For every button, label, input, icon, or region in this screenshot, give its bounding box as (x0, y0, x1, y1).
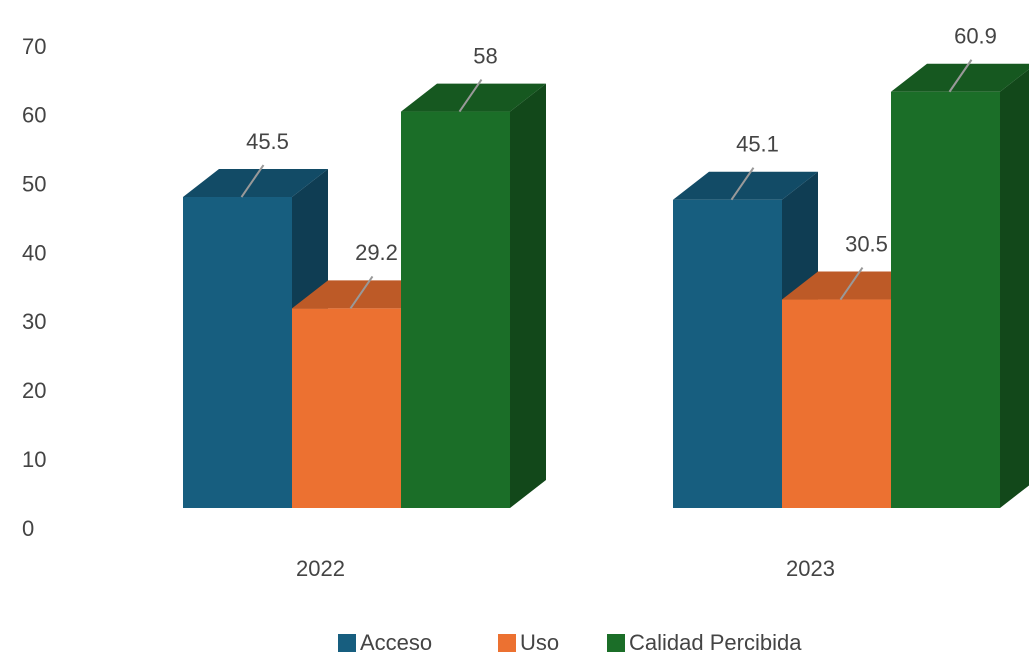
x-tick-label: 2022 (296, 556, 345, 581)
legend-swatch (338, 634, 356, 652)
y-tick-label: 60 (22, 103, 46, 128)
legend-swatch (498, 634, 516, 652)
data-label: 29.2 (355, 240, 398, 265)
data-label: 60.9 (954, 24, 997, 49)
bar-top (292, 280, 437, 309)
legend-swatch (607, 634, 625, 652)
bar (183, 197, 292, 508)
legend-label: Acceso (360, 630, 432, 655)
y-tick-label: 20 (22, 378, 46, 403)
bar-side (510, 83, 546, 508)
bar (891, 91, 1000, 508)
leader-line (458, 79, 483, 113)
y-tick-label: 0 (22, 516, 34, 541)
data-label: 45.1 (736, 132, 779, 157)
bar-top (782, 271, 927, 300)
leader-line (349, 275, 374, 309)
leader-line (240, 164, 265, 198)
y-tick-label: 70 (22, 34, 46, 59)
y-tick-label: 50 (22, 172, 46, 197)
bar (401, 111, 510, 508)
bar (782, 299, 891, 508)
leader-line (948, 59, 973, 93)
bar (673, 199, 782, 508)
data-label: 58 (473, 43, 497, 68)
bar (292, 308, 401, 508)
leader-line (839, 266, 864, 301)
leader-line (730, 167, 755, 201)
x-tick-label: 2023 (786, 556, 835, 581)
bar-top (183, 169, 328, 198)
y-tick-label: 10 (22, 447, 46, 472)
legend-label: Calidad Percibida (629, 630, 802, 655)
legend-label: Uso (520, 630, 559, 655)
bar-top (401, 83, 546, 112)
data-label: 45.5 (246, 129, 289, 154)
bar-side (1000, 69, 1029, 508)
data-label: 30.5 (845, 231, 888, 256)
bar-top (673, 171, 818, 200)
y-tick-label: 40 (22, 240, 46, 265)
y-tick-label: 30 (22, 309, 46, 334)
